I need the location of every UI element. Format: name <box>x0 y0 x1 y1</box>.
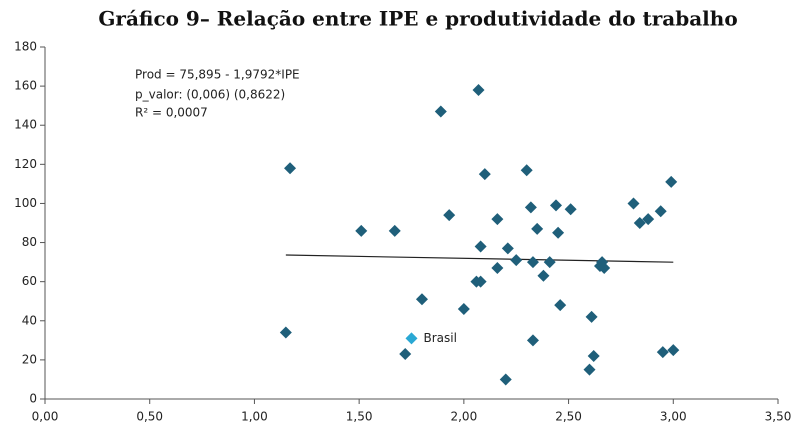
chart-title: Gráfico 9– Relação entre IPE e produtivi… <box>98 7 737 31</box>
annotation: R² = 0,0007 <box>135 106 208 120</box>
point <box>499 373 512 386</box>
y-tick-label: 120 <box>14 157 37 171</box>
point <box>284 162 297 175</box>
point <box>656 346 669 359</box>
point <box>474 275 487 288</box>
point <box>415 293 428 306</box>
trendline <box>285 254 674 263</box>
y-tick-label: 80 <box>22 235 37 249</box>
y-tick-label: 20 <box>22 352 37 366</box>
point <box>526 334 539 347</box>
y-tick-label: 140 <box>14 118 37 132</box>
x-tick-label: 1,00 <box>241 410 268 424</box>
point <box>355 224 368 237</box>
point <box>667 344 680 357</box>
point <box>587 349 600 362</box>
point <box>526 256 539 269</box>
point <box>537 269 550 282</box>
point <box>554 299 567 312</box>
y-tick-label: 160 <box>14 79 37 93</box>
point <box>520 164 533 177</box>
point <box>598 261 611 274</box>
point <box>434 105 447 118</box>
x-tick-label: 2,00 <box>450 410 477 424</box>
point <box>405 332 418 345</box>
point <box>654 205 667 218</box>
y-tick-label: 60 <box>22 274 37 288</box>
point <box>627 197 640 210</box>
point <box>474 240 487 253</box>
y-tick-label: 100 <box>14 196 37 210</box>
point <box>543 256 556 269</box>
point <box>457 303 470 316</box>
y-tick-label: 180 <box>14 40 37 54</box>
point <box>443 209 456 222</box>
point <box>524 201 537 214</box>
point <box>472 84 485 97</box>
annotation: p_valor: (0,006) (0,8622) <box>135 88 285 102</box>
x-tick-label: 3,00 <box>660 410 687 424</box>
x-tick-label: 2,50 <box>555 410 582 424</box>
point <box>642 213 655 226</box>
point <box>510 254 523 267</box>
x-tick-label: 3,50 <box>765 410 792 424</box>
x-tick-label: 1,50 <box>346 410 373 424</box>
point <box>279 326 292 339</box>
y-tick-label: 0 <box>29 392 37 406</box>
point <box>388 224 401 237</box>
point <box>665 175 678 188</box>
point <box>478 168 491 181</box>
point <box>585 310 598 323</box>
y-tick-label: 40 <box>22 313 37 327</box>
point <box>552 226 565 239</box>
point-label: Brasil <box>424 331 457 345</box>
point <box>583 363 596 376</box>
annotation: Prod = 75,895 - 1,9792*IPE <box>135 68 300 82</box>
point <box>550 199 563 212</box>
point <box>399 348 412 361</box>
x-tick-label: 0,50 <box>136 410 163 424</box>
x-tick-label: 0,00 <box>32 410 59 424</box>
point <box>501 242 514 255</box>
point <box>564 203 577 216</box>
point <box>491 213 504 226</box>
point <box>633 217 646 229</box>
point <box>491 261 504 274</box>
point <box>531 222 544 235</box>
